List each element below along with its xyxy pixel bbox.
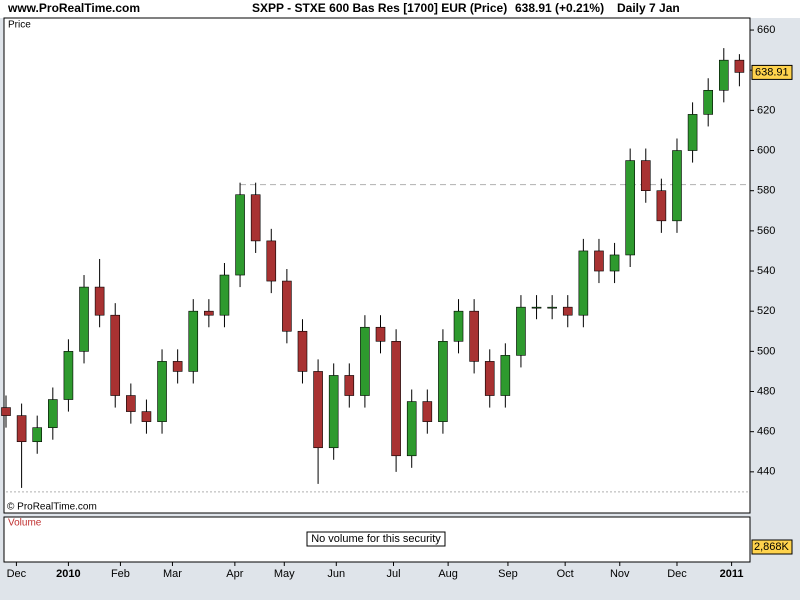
y-tick-label: 620	[757, 104, 775, 116]
candle-body	[266, 240, 277, 282]
candle-body	[157, 361, 167, 422]
x-tick-label: Aug	[438, 568, 458, 580]
x-tick-label: Sep	[498, 568, 518, 580]
x-tick-label: Feb	[111, 568, 130, 580]
volume-level-box	[751, 539, 793, 555]
period: Daily 7 Jan	[617, 1, 680, 15]
candle-body	[1, 407, 11, 416]
y-tick-label: 600	[757, 144, 775, 156]
candle-body	[328, 375, 339, 449]
candle-body	[391, 341, 401, 457]
candle-body	[344, 375, 355, 396]
candle-body	[562, 306, 573, 316]
candle-body	[687, 114, 698, 151]
candle-body	[188, 310, 199, 372]
y-tick-label: 520	[757, 305, 775, 317]
candle-body	[250, 194, 261, 242]
volume-message: No volume for this security	[311, 533, 441, 545]
y-tick-label: 560	[757, 225, 775, 237]
last-price-label: 638.91	[755, 66, 789, 78]
x-tick-label: Dec	[7, 568, 27, 580]
candle-body	[375, 326, 386, 342]
chart-title: SXPP - STXE 600 Bas Res [1700] EUR (Pric…	[252, 1, 507, 15]
header-bar	[0, 0, 800, 18]
volume-level: 2,868K	[754, 541, 790, 553]
x-tick-label: Jul	[386, 568, 400, 580]
candle-body	[282, 280, 292, 332]
candle-body	[703, 89, 713, 115]
candle-body	[469, 310, 479, 362]
y-tick-label: 580	[757, 185, 775, 197]
candle-body	[126, 395, 136, 412]
candle-body	[297, 330, 308, 372]
x-tick-label: Apr	[226, 568, 243, 580]
x-tick-label: Nov	[610, 568, 630, 580]
y-tick-label: 660	[757, 24, 775, 36]
candle-body	[718, 59, 729, 91]
volume-label: Volume	[8, 518, 42, 529]
candle-body	[516, 306, 526, 356]
candle-body	[219, 274, 230, 316]
candle-body	[453, 310, 464, 342]
message-box	[306, 531, 446, 547]
x-tick-label: Mar	[163, 568, 182, 580]
candle-body	[500, 355, 511, 396]
candle-body	[672, 150, 682, 222]
change: 638.91 (+0.21%)	[515, 1, 604, 15]
panel-label: Price	[8, 20, 31, 31]
candle-body	[656, 190, 667, 222]
site: www.ProRealTime.com	[7, 1, 140, 15]
x-tick-label: 2010	[56, 568, 80, 580]
candle-body	[313, 371, 323, 449]
candle-body	[16, 415, 27, 443]
candle-body	[172, 361, 183, 372]
y-tick-label: 440	[757, 466, 775, 478]
candle-body	[141, 411, 152, 422]
candle-body	[609, 254, 620, 272]
candle-body	[734, 59, 745, 73]
candle-body	[438, 341, 448, 422]
candle-body	[422, 401, 433, 422]
candle-body	[32, 427, 43, 443]
candle-body	[94, 286, 105, 316]
candle-body	[406, 401, 417, 457]
y-tick-label: 460	[757, 426, 775, 438]
candle-body	[235, 194, 245, 276]
x-tick-label: Dec	[667, 568, 687, 580]
candle-body	[63, 351, 74, 400]
y-tick-label: 480	[757, 385, 775, 397]
y-tick-label: 500	[757, 345, 775, 357]
x-tick-label: Jun	[327, 568, 345, 580]
candle-body	[110, 314, 121, 396]
candle-body	[484, 361, 495, 396]
candle-body	[360, 326, 370, 396]
price-panel	[3, 17, 751, 514]
x-tick-label: Oct	[557, 568, 574, 580]
last-price-box	[751, 64, 793, 80]
candle-body	[640, 160, 651, 191]
candle-body	[204, 310, 214, 316]
candle-body	[531, 306, 542, 309]
candle-body	[547, 306, 557, 309]
candle-body	[625, 160, 635, 256]
candle-body	[48, 399, 58, 428]
x-tick-label: May	[274, 568, 295, 580]
candle-body	[79, 286, 89, 352]
x-tick-label: 2011	[720, 568, 744, 580]
copyright: © ProRealTime.com	[7, 502, 97, 513]
candle-body	[578, 250, 589, 316]
candle-body	[594, 250, 604, 272]
y-tick-label: 540	[757, 265, 775, 277]
